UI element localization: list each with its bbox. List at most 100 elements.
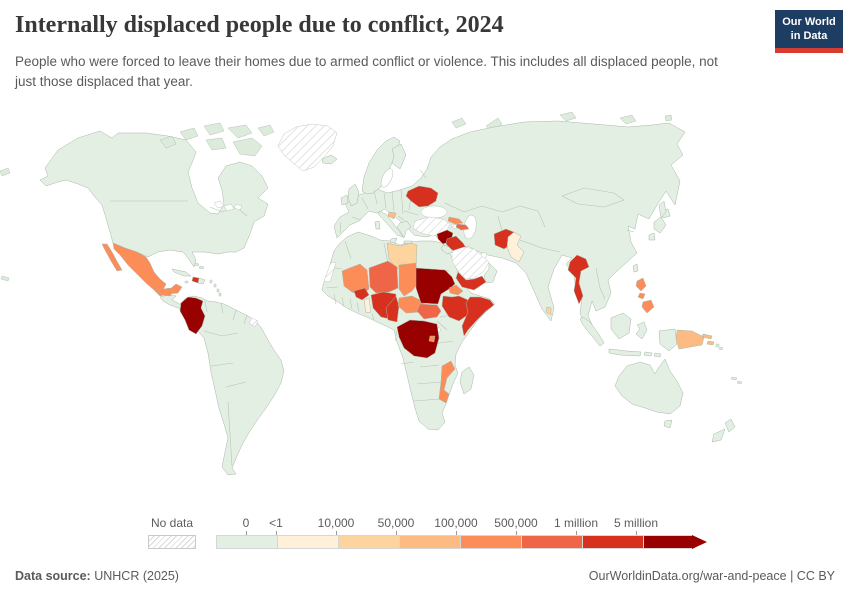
country-chad[interactable] [398,262,418,297]
legend-bin-4[interactable] [460,535,522,549]
country-eritrea[interactable] [448,284,464,296]
country-oman[interactable] [483,262,498,284]
country-papua-new-guinea[interactable] [675,329,715,350]
country-haiti[interactable] [191,276,200,284]
country-borders [110,169,635,467]
great-lakes [213,200,243,212]
country-benin[interactable] [363,297,372,314]
legend-tick-mark [576,531,577,536]
page-title: Internally displaced people due to confl… [15,12,504,38]
country-united-kingdom[interactable] [347,183,360,207]
country-cuba[interactable] [171,268,192,277]
data-source-note: Data source: UNHCR (2025) [15,569,179,583]
country-italy[interactable] [374,210,404,244]
country-iceland[interactable] [321,154,338,165]
legend-bin-2[interactable] [338,535,400,549]
country-philippines[interactable] [635,277,655,314]
country-azerbaijan[interactable] [455,223,470,231]
legend-tick-label: <1 [269,516,283,530]
country-sudan[interactable] [415,267,456,305]
country-taiwan[interactable] [632,263,639,273]
legend-bin-1[interactable] [277,535,339,549]
legend-tick-label: 1 million [553,516,599,530]
legend-tick-mark [276,531,277,536]
country-ukraine[interactable] [405,185,439,208]
country-mexico[interactable] [101,242,183,297]
chart-subtitle: People who were forced to leave their ho… [15,54,718,89]
country-democratic-republic-of-congo[interactable] [396,319,440,359]
country-yemen[interactable] [455,271,487,291]
country-bosnia-and-herzegovina[interactable] [387,211,397,220]
legend-no-data-swatch[interactable] [148,535,196,549]
country-niger[interactable] [368,260,399,294]
country-honduras[interactable] [157,287,175,297]
country-colombia[interactable] [179,296,206,335]
owid-logo[interactable]: Our World in Data [775,10,843,53]
country-tasmania [663,419,673,429]
west-papua[interactable] [658,328,678,352]
legend-tick-mark [336,531,337,536]
legend-color-bar [216,535,707,549]
legend-tick-labels: 0 <1 10,000 50,000 100,000 500,000 1 million 5 … [216,516,696,536]
country-georgia[interactable] [447,216,464,225]
license-link[interactable]: CC BY [796,569,835,583]
country-western-sahara[interactable] [323,261,337,283]
caribbean-islands [184,262,222,297]
arctic-islands [0,111,673,282]
legend-tick-label: 10,000 [317,516,355,530]
legend-tick-label: 5 million [613,516,659,530]
owid-url-link[interactable]: OurWorldinData.org/war-and-peace [588,569,787,583]
country-armenia[interactable] [450,223,458,230]
footer-links: OurWorldinData.org/war-and-peace | CC BY [589,569,835,583]
country-sri-lanka[interactable] [545,306,552,316]
country-new-zealand[interactable] [711,418,736,443]
legend-tick-label: 100,000 [434,516,478,530]
legend-bin-0[interactable] [216,535,278,549]
legend-tick-mark [246,531,247,536]
landmass-australia[interactable] [614,358,684,415]
country-burundi[interactable] [428,335,436,343]
legend-bin-6[interactable] [582,535,644,549]
black-sea [420,205,448,219]
country-ireland[interactable] [340,194,349,206]
country-south-sudan[interactable] [416,303,442,320]
country-myanmar[interactable] [567,254,590,305]
legend-tick-mark [396,531,397,536]
pacific-islands [715,343,743,385]
country-burkina-faso[interactable] [353,287,370,301]
owid-logo-line2: in Data [790,30,828,43]
legend-arrow [692,535,707,549]
owid-logo-line1: Our World [782,16,836,28]
baltic-sea [380,168,394,188]
owid-logo-red-bar [775,47,843,53]
scandinavia-peninsula[interactable] [361,136,401,195]
data-source-label: Data source: [15,569,91,583]
legend-tick-mark [636,531,637,536]
country-mozambique[interactable] [438,360,456,404]
legend-bin-7[interactable] [643,535,693,549]
footer-divider: | [790,569,794,583]
country-cameroon[interactable] [385,295,400,323]
country-saudi-arabia[interactable] [451,246,490,280]
country-greenland[interactable] [277,123,338,172]
legend-tick-label: 50,000 [377,516,415,530]
legend-tick-mark [456,531,457,536]
landmass-north-america[interactable] [39,130,269,268]
country-french-guiana[interactable] [248,317,259,328]
sakhalin-island [658,200,667,219]
country-madagascar[interactable] [459,366,475,395]
country-pakistan[interactable] [506,231,525,263]
legend-tick-mark [516,531,517,536]
legend-tick-label: 500,000 [494,516,538,530]
country-somalia[interactable] [461,296,495,337]
legend-bin-3[interactable] [399,535,461,549]
owid-logo-text: Our World in Data [775,10,843,48]
country-finland[interactable] [391,143,407,170]
data-source-value: UNHCR (2025) [94,569,179,583]
legend-no-data-label: No data [150,516,194,530]
legend-bin-5[interactable] [521,535,583,549]
legend-tick-label: 0 [242,516,250,530]
country-indonesia[interactable] [579,312,662,358]
